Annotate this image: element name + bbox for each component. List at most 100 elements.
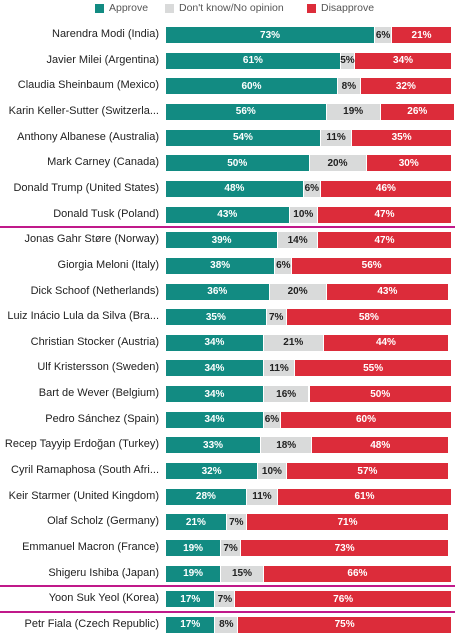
data-label-dont-know: 15% <box>232 568 253 580</box>
bar-segment-dont-know: 6% <box>375 27 392 43</box>
data-label-approve: 43% <box>217 209 238 221</box>
data-label-disapprove: 55% <box>363 362 384 374</box>
row-label: Javier Milei (Argentina) <box>46 53 159 66</box>
legend: Approve Don't know/No opinion Disapprove <box>0 2 455 16</box>
bar-segment-dont-know: 10% <box>289 206 318 223</box>
data-label-dont-know: 6% <box>276 260 291 272</box>
bar-segment-disapprove: 34% <box>355 52 451 69</box>
bar-segment-dont-know: 6% <box>275 257 292 274</box>
data-label-approve: 73% <box>260 29 281 41</box>
bar-segment-dont-know: 7% <box>266 309 286 326</box>
data-label-disapprove: 61% <box>354 491 375 503</box>
highlight-separator <box>0 611 455 613</box>
row-label: Emmanuel Macron (France) <box>22 541 159 553</box>
legend-label-approve: Approve <box>109 2 149 14</box>
bar-segment-approve: 28% <box>166 488 246 505</box>
bar-segment-approve: 56% <box>166 103 326 120</box>
data-label-disapprove: 30% <box>398 157 419 169</box>
data-label-disapprove: 34% <box>393 55 414 67</box>
bar-segment-approve: 19% <box>166 540 221 556</box>
row-label: Bart de Wever (Belgium) <box>38 387 159 400</box>
data-label-dont-know: 16% <box>276 388 297 400</box>
data-label-dont-know: 11% <box>269 362 289 374</box>
row-label: Giorgia Meloni (Italy) <box>57 258 159 271</box>
data-label-dont-know: 6% <box>375 29 391 41</box>
bar-segment-disapprove: 47% <box>318 206 451 223</box>
bar-segment-dont-know: 11% <box>246 488 278 505</box>
data-label-dont-know: 20% <box>287 286 308 297</box>
bar-segment-approve: 17% <box>166 591 215 608</box>
data-label-approve: 34% <box>204 388 225 400</box>
data-label-disapprove: 50% <box>370 388 391 400</box>
bar-segment-disapprove: 75% <box>238 616 451 633</box>
bar-segment-approve: 50% <box>166 155 309 172</box>
data-label-approve: 54% <box>232 132 253 144</box>
bar-segment-disapprove: 60% <box>281 411 451 428</box>
bar-segment-dont-know: 7% <box>226 514 246 531</box>
data-label-disapprove: 44% <box>375 337 396 349</box>
data-label-approve: 34% <box>204 337 225 349</box>
bar-segment-approve: 48% <box>166 180 303 197</box>
bar-segment-dont-know: 14% <box>278 232 318 249</box>
bar-segment-disapprove: 26% <box>380 103 454 120</box>
legend-swatch-approve <box>95 3 104 13</box>
bar-segment-disapprove: 21% <box>392 27 451 43</box>
data-label-disapprove: 73% <box>334 542 355 554</box>
data-label-dont-know: 11% <box>326 132 346 144</box>
bar-segment-disapprove: 61% <box>278 488 451 505</box>
data-label-approve: 39% <box>211 234 232 246</box>
data-label-approve: 17% <box>180 593 201 605</box>
row-label: Recep Tayyip Erdoğan (Turkey) <box>4 438 159 451</box>
bar-segment-approve: 36% <box>166 283 269 300</box>
row-label: Donald Trump (United States) <box>13 181 159 194</box>
bar-segment-approve: 61% <box>166 52 340 69</box>
bar-segment-dont-know: 6% <box>303 180 320 197</box>
bar-segment-dont-know: 11% <box>263 360 295 377</box>
data-label-dont-know: 10% <box>261 465 282 477</box>
bar-segment-disapprove: 56% <box>292 257 451 274</box>
data-label-dont-know: 18% <box>276 439 297 451</box>
data-label-approve: 34% <box>204 414 225 426</box>
bar-segment-approve: 38% <box>166 257 275 274</box>
bar-segment-disapprove: 55% <box>295 360 451 377</box>
bar-segment-approve: 33% <box>166 437 261 454</box>
bar-segment-approve: 34% <box>166 334 263 351</box>
data-label-dont-know: 14% <box>287 234 308 246</box>
bar-segment-approve: 34% <box>166 386 263 403</box>
highlight-separator <box>0 226 455 228</box>
bar-segment-dont-know: 7% <box>215 591 235 608</box>
bar-segment-disapprove: 50% <box>309 386 451 403</box>
row-label: Mark Carney (Canada) <box>47 156 159 169</box>
bar-segment-approve: 34% <box>166 411 263 428</box>
bar-segment-dont-know: 7% <box>221 540 241 556</box>
bar-segment-dont-know: 18% <box>261 437 312 454</box>
data-label-disapprove: 47% <box>374 234 395 246</box>
bar-segment-approve: 73% <box>166 27 375 43</box>
row-label: Donald Tusk (Poland) <box>53 207 159 220</box>
row-label: Keir Starmer (United Kingdom) <box>8 489 159 502</box>
data-label-approve: 28% <box>195 491 216 503</box>
legend-item-disapprove: Disapprove <box>307 2 374 14</box>
bar-segment-disapprove: 66% <box>263 565 451 582</box>
bar-segment-approve: 34% <box>166 360 263 377</box>
row-label: Ulf Kristersson (Sweden) <box>37 361 159 374</box>
data-label-approve: 48% <box>224 183 245 195</box>
data-label-dont-know: 7% <box>217 593 233 605</box>
legend-swatch-disapprove <box>307 3 316 13</box>
legend-item-dont-know: Don't know/No opinion <box>165 2 284 14</box>
bar-segment-disapprove: 48% <box>312 437 449 454</box>
data-label-disapprove: 56% <box>361 260 382 272</box>
data-label-approve: 50% <box>227 157 248 169</box>
row-label: Christian Stocker (Austria) <box>30 335 159 348</box>
data-label-dont-know: 7% <box>229 516 244 528</box>
bar-segment-approve: 43% <box>166 206 289 223</box>
data-label-dont-know: 6% <box>304 183 320 195</box>
bar-segment-disapprove: 58% <box>286 309 451 326</box>
bar-segment-disapprove: 32% <box>360 78 451 95</box>
data-label-dont-know: 7% <box>223 542 238 554</box>
bar-segment-approve: 35% <box>166 309 266 326</box>
row-label: Narendra Modi (India) <box>52 28 159 40</box>
bar-segment-dont-know: 5% <box>340 52 355 69</box>
bar-segment-approve: 54% <box>166 129 320 146</box>
